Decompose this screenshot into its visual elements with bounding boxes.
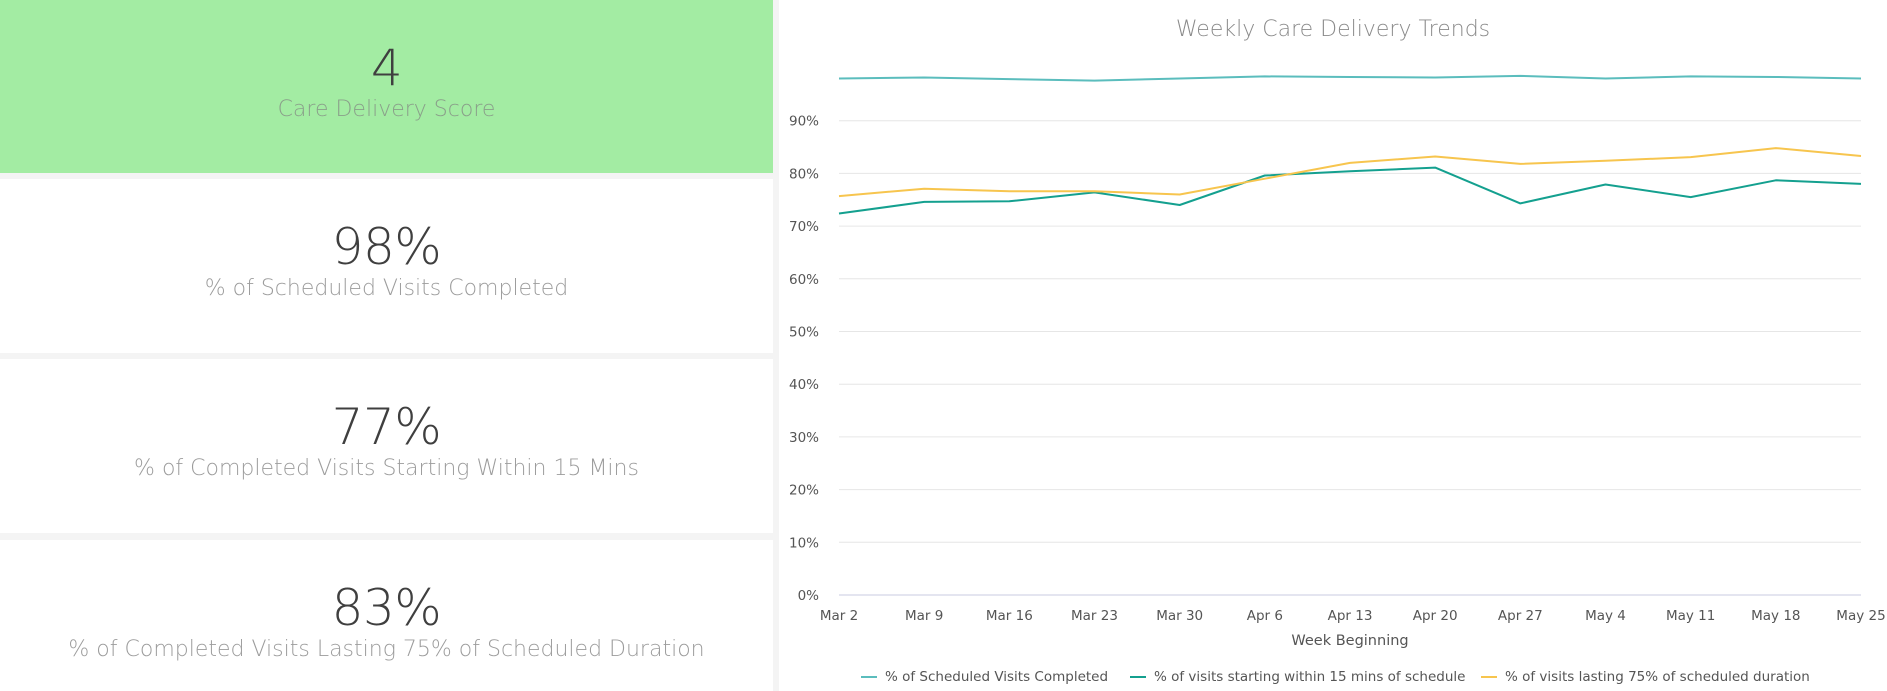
y-tick-label: 70% — [789, 219, 819, 235]
kpi-value: 98% — [331, 218, 442, 276]
kpi-label: Care Delivery Score — [277, 97, 496, 122]
x-tick-label: Apr 13 — [1328, 608, 1373, 624]
kpi-label: % of Completed Visits Starting Within 15… — [134, 456, 639, 481]
series-line-3 — [838, 147, 1862, 198]
x-tick-label: Apr 6 — [1247, 608, 1283, 624]
y-tick-label: 0% — [798, 588, 820, 604]
x-tick-label: Mar 30 — [1156, 608, 1203, 624]
kpi-card-visits-lasting-75-percent: 83% % of Completed Visits Lasting 75% of… — [0, 540, 773, 691]
legend-label: % of visits starting within 15 mins of s… — [1154, 669, 1465, 685]
kpi-value: 83% — [331, 579, 442, 637]
series-line-1 — [838, 74, 1862, 82]
x-tick-label: May 4 — [1585, 608, 1626, 624]
kpi-label: % of Completed Visits Lasting 75% of Sch… — [68, 637, 705, 662]
y-tick-label: 50% — [789, 325, 819, 341]
kpi-label: % of Scheduled Visits Completed — [204, 276, 569, 301]
x-tick-label: May 18 — [1751, 608, 1800, 624]
x-tick-label: Apr 27 — [1498, 608, 1543, 624]
x-tick-label: Apr 20 — [1413, 608, 1458, 624]
x-tick-label: May 25 — [1836, 608, 1885, 624]
kpi-card-scheduled-visits-completed: 98% % of Scheduled Visits Completed — [0, 179, 773, 353]
x-tick-label: Mar 16 — [986, 608, 1033, 624]
x-tick-label: Mar 23 — [1071, 608, 1118, 624]
x-tick-label: Mar 9 — [905, 608, 943, 624]
y-tick-label: 30% — [789, 430, 819, 446]
x-tick-label: Mar 2 — [820, 608, 858, 624]
trend-chart: Weekly Care Delivery Trends 0% 10% 20% 30% 40… — [789, 17, 1886, 685]
y-tick-label: 20% — [789, 483, 819, 499]
series-line-2 — [838, 166, 1862, 215]
legend-label: % of visits lasting 75% of scheduled dur… — [1505, 669, 1810, 685]
y-tick-label: 60% — [789, 272, 819, 288]
y-tick-label: 10% — [789, 535, 819, 551]
x-axis-title: Week Beginning — [1291, 633, 1408, 649]
kpi-card-visits-starting-within-15-mins: 77% % of Completed Visits Starting Withi… — [0, 359, 773, 533]
x-tick-label: May 11 — [1666, 608, 1715, 624]
kpi-card-care-delivery-score: 4 Care Delivery Score — [0, 0, 773, 173]
y-tick-label: 80% — [789, 166, 819, 182]
legend-label: % of Scheduled Visits Completed — [885, 669, 1108, 685]
kpi-value: 4 — [370, 39, 403, 97]
chart-panel: Weekly Care Delivery Trends 0% 10% 20% 30% 40… — [779, 0, 1887, 691]
kpi-value: 77% — [331, 398, 442, 456]
chart-title: Weekly Care Delivery Trends — [1176, 17, 1490, 42]
y-tick-label: 40% — [789, 377, 819, 393]
y-tick-label: 90% — [789, 114, 819, 130]
